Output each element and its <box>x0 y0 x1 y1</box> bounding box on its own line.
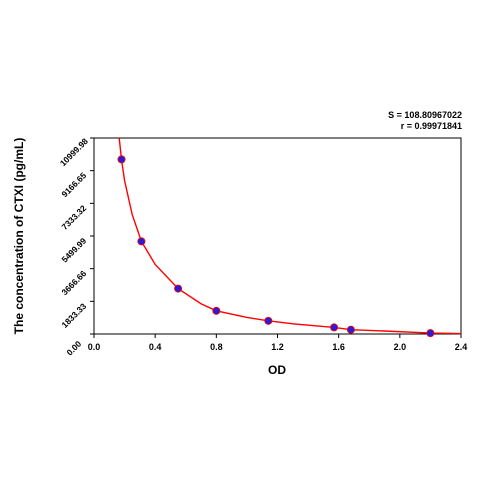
x-tick-label: 0.4 <box>149 342 162 352</box>
y-tick-label: 3666.66 <box>59 268 88 297</box>
data-point <box>330 323 339 332</box>
y-tick-label: 9166.65 <box>59 170 88 199</box>
data-point <box>174 284 183 293</box>
x-tick-label: 1.6 <box>332 342 345 352</box>
stat-s-annotation: S = 108.80967022 <box>388 110 462 120</box>
x-tick-label: 2.0 <box>394 342 407 352</box>
y-tick-label: 0.00 <box>64 339 83 358</box>
plot-area <box>93 137 462 335</box>
x-tick-label: 2.4 <box>455 342 468 352</box>
y-tick-label: 1833.33 <box>59 301 88 330</box>
data-point <box>346 325 355 334</box>
x-tick-label: 0.8 <box>210 342 223 352</box>
data-point <box>426 329 435 338</box>
data-point <box>117 155 126 164</box>
data-point <box>264 316 273 325</box>
data-point <box>212 306 221 315</box>
data-point <box>137 237 146 246</box>
data-points <box>117 155 435 338</box>
fit-curve <box>118 137 462 335</box>
x-axis-ticks: 0.0 0.4 0.8 1.2 1.6 2.0 2.4 <box>88 334 468 352</box>
y-tick-label: 10999.98 <box>58 136 90 168</box>
y-axis-ticks: 0.00 1833.33 3666.66 5499.99 7333.32 9166.651… <box>58 136 94 358</box>
x-tick-label: 1.2 <box>271 342 284 352</box>
stat-r-annotation: r = 0.99971841 <box>400 121 462 131</box>
y-tick-label: 5499.99 <box>59 236 88 265</box>
x-tick-label: 0.0 <box>88 342 101 352</box>
y-axis-label: The concentration of CTXI (pg/mL) <box>12 138 26 335</box>
x-axis-label: OD <box>268 363 286 377</box>
y-tick-label: 7333.32 <box>59 203 88 232</box>
